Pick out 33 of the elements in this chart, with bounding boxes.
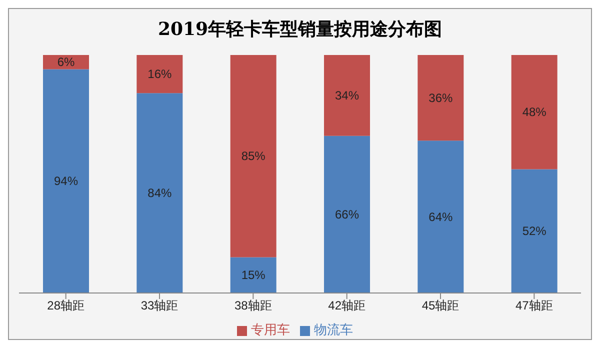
x-tick-label: 47轴距: [515, 298, 553, 313]
bar: [136, 55, 183, 94]
bar: [230, 257, 276, 293]
bar: [43, 55, 89, 70]
x-tick-label: 33轴距: [140, 298, 178, 313]
bar: [511, 55, 558, 170]
data-label: 6%: [57, 55, 75, 70]
legend-label: 物流车: [314, 322, 353, 337]
data-label: 52%: [522, 224, 547, 238]
bar: [511, 169, 558, 293]
bar: [136, 93, 183, 293]
x-tick-label: 45轴距: [422, 298, 460, 313]
data-label: 66%: [334, 207, 360, 222]
data-label: 36%: [428, 90, 453, 105]
bar: [418, 55, 464, 141]
data-label: 15%: [241, 268, 266, 282]
data-label: 85%: [241, 149, 266, 164]
data-label: 64%: [428, 210, 453, 224]
data-label: 84%: [148, 186, 172, 200]
bar: [324, 136, 370, 293]
data-label: 16%: [148, 67, 172, 82]
bar: [324, 55, 370, 136]
chart-title: 2019年轻卡车型销量按用途分布图: [156, 18, 444, 42]
bar: [43, 69, 89, 293]
x-tick-label: 38轴距: [234, 298, 272, 313]
bar: [230, 55, 276, 258]
x-tick-label: 28轴距: [47, 298, 85, 313]
data-label: 94%: [54, 174, 78, 188]
legend-label: 专用车: [251, 322, 290, 337]
bar: [418, 140, 464, 293]
data-label: 48%: [522, 105, 547, 120]
data-label: 34%: [334, 88, 360, 102]
x-tick-label: 42轴距: [328, 298, 366, 313]
